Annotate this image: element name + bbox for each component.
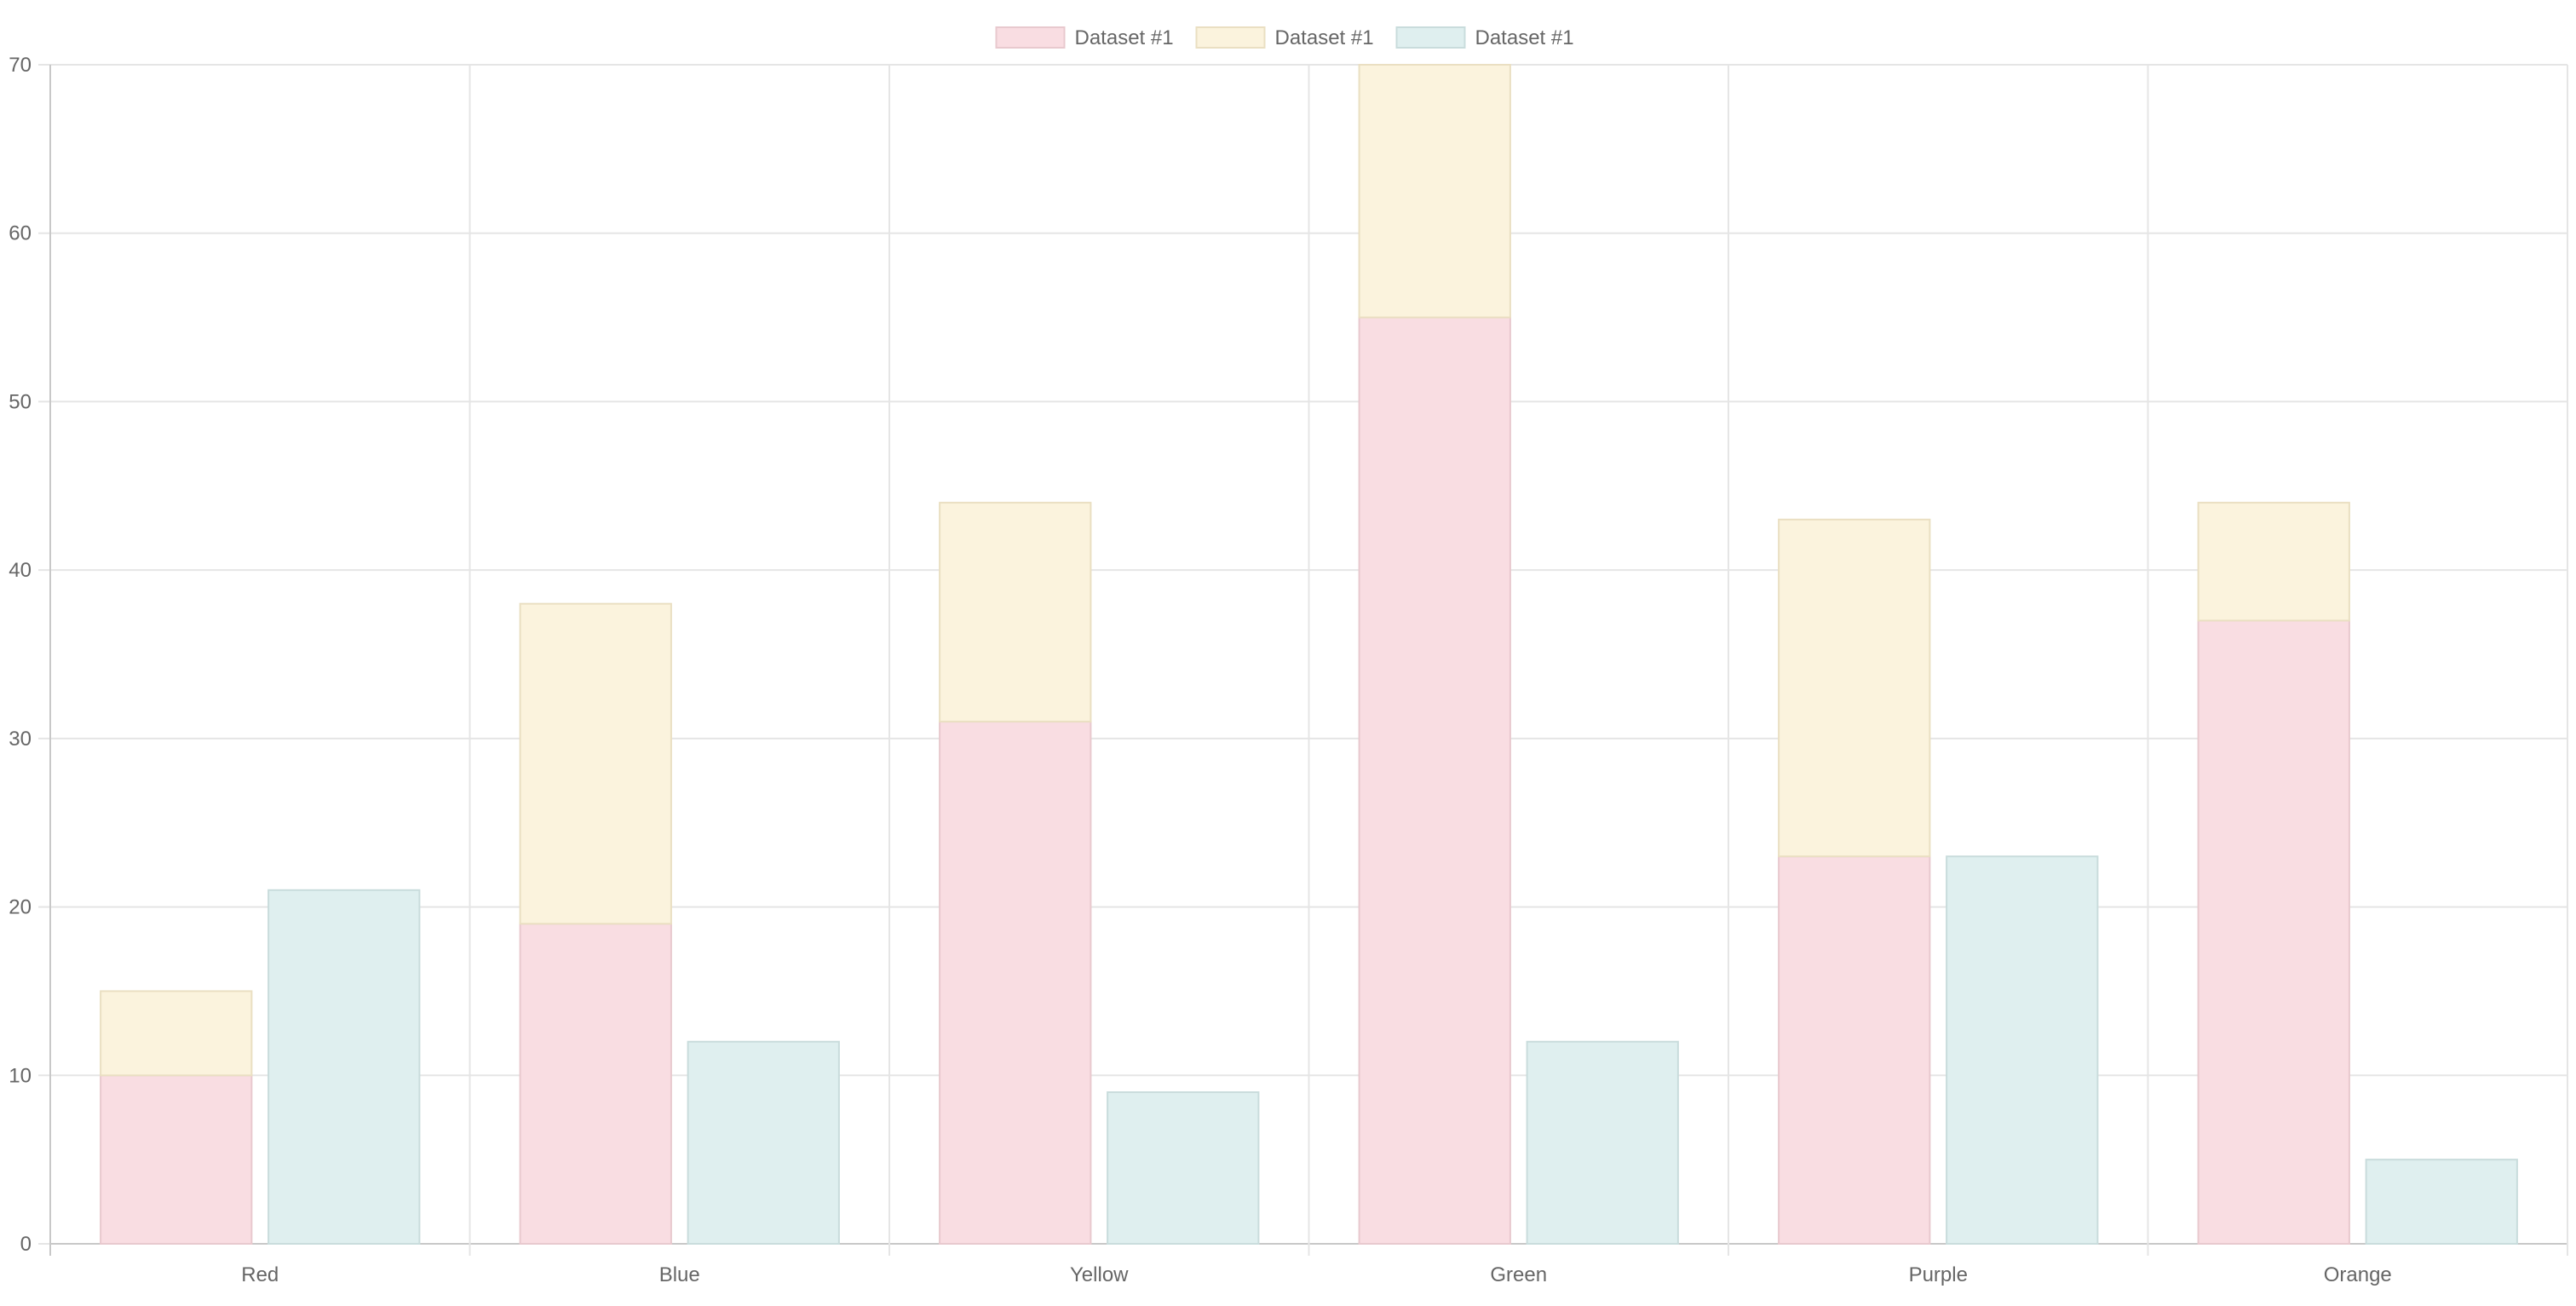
- y-tick-label: 60: [9, 222, 32, 245]
- y-tick-label: 70: [9, 54, 32, 77]
- y-tick-label: 0: [20, 1233, 32, 1256]
- x-tick-label: Blue: [659, 1263, 700, 1286]
- bar-green-series-3: [1526, 1040, 1679, 1245]
- axis-layer: 0 10 20 30 40 50 60 70 Red Blue Yellow Green Purple O…: [9, 54, 2391, 1286]
- legend-swatch: [1195, 26, 1266, 49]
- bar-purple-series-1: [1778, 855, 1931, 1245]
- bar-orange-series-3: [2365, 1159, 2518, 1245]
- bar-green-series-2: [1358, 64, 1511, 319]
- x-tick-label: Yellow: [1070, 1263, 1129, 1286]
- x-tick-label: Orange: [2324, 1263, 2392, 1286]
- legend-item[interactable]: Dataset #1: [995, 26, 1174, 49]
- legend-label: Dataset #1: [1475, 26, 1574, 49]
- bar-blue-series-3: [687, 1040, 840, 1245]
- bar-purple-series-3: [1946, 855, 2099, 1245]
- bars-layer: [100, 64, 2518, 1246]
- bar-orange-series-1: [2197, 619, 2350, 1245]
- y-tick-label: 10: [9, 1064, 32, 1087]
- bar-yellow-series-1: [939, 721, 1092, 1245]
- legend-item[interactable]: Dataset #1: [1195, 26, 1374, 49]
- legend-item[interactable]: Dataset #1: [1395, 26, 1574, 49]
- legend-swatch: [995, 26, 1066, 49]
- bar-purple-series-2: [1778, 518, 1931, 858]
- y-tick-label: 50: [9, 390, 32, 413]
- x-tick-label: Green: [1490, 1263, 1547, 1286]
- bar-blue-series-1: [519, 923, 672, 1246]
- legend-label: Dataset #1: [1075, 26, 1174, 49]
- legend-label: Dataset #1: [1275, 26, 1374, 49]
- y-tick-label: 40: [9, 559, 32, 582]
- legend-swatch: [1395, 26, 1466, 49]
- bar-orange-series-2: [2197, 502, 2350, 622]
- bar-red-series-2: [100, 990, 253, 1077]
- bar-green-series-1: [1358, 316, 1511, 1246]
- legend: Dataset #1 Dataset #1 Dataset #1: [995, 26, 1574, 49]
- y-tick-label: 30: [9, 728, 32, 751]
- bar-red-series-1: [100, 1074, 253, 1246]
- bar-blue-series-2: [519, 602, 672, 925]
- bar-yellow-series-2: [939, 502, 1092, 723]
- x-tick-label: Purple: [1909, 1263, 1968, 1286]
- bar-yellow-series-3: [1107, 1091, 1260, 1245]
- bar-red-series-3: [267, 889, 421, 1246]
- grid-layer: [38, 64, 2568, 1256]
- x-tick-label: Red: [241, 1263, 279, 1286]
- y-tick-label: 20: [9, 896, 32, 919]
